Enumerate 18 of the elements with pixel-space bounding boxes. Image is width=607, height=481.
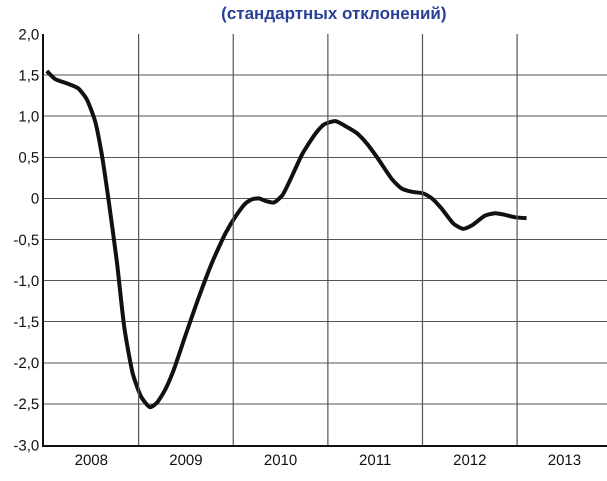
y-tick-label: -2,5: [13, 396, 40, 414]
y-tick-label: 2,0: [18, 26, 40, 44]
y-tick-label: 1,0: [18, 108, 40, 126]
x-tick-label: 2008: [74, 452, 108, 469]
y-tick-label: 0,5: [18, 150, 40, 167]
y-tick-label: -0,5: [13, 232, 40, 249]
x-tick-label: 2009: [169, 452, 203, 469]
y-tick-label: -2,0: [13, 355, 40, 372]
y-tick-label: -3,0: [13, 437, 40, 454]
x-tick-label: 2013: [548, 452, 582, 469]
y-tick-label: -1,5: [13, 314, 40, 331]
y-tick-label: 0: [30, 190, 40, 208]
x-tick-label: 2011: [359, 452, 392, 469]
x-tick-label: 2012: [453, 452, 486, 469]
x-tick-label: 2010: [264, 452, 298, 469]
y-tick-label: -1,0: [13, 272, 40, 290]
y-tick-label: 1,5: [18, 67, 40, 84]
chart-title: (стандартных отклонений): [221, 4, 447, 24]
